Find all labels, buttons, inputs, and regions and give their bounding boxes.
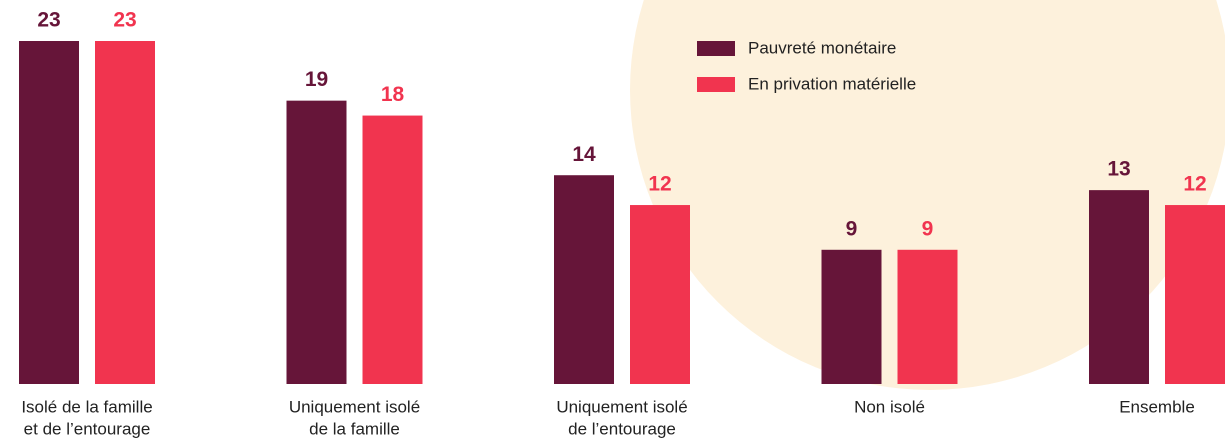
legend-label: Pauvreté monétaire <box>748 38 896 57</box>
value-label: 12 <box>648 173 671 196</box>
bar <box>821 249 882 384</box>
legend-swatch <box>697 77 735 92</box>
x-tick-label: de la famille <box>309 419 400 438</box>
x-tick-label: Uniquement isolé <box>289 397 420 416</box>
value-label: 23 <box>113 9 136 32</box>
value-label: 13 <box>1107 158 1130 181</box>
bar <box>286 100 347 385</box>
bar <box>554 175 614 384</box>
value-label: 9 <box>846 217 858 240</box>
x-tick-label: Isolé de la famille <box>21 397 152 416</box>
bar <box>630 205 690 384</box>
bar <box>362 115 423 384</box>
value-label: 23 <box>37 9 60 32</box>
legend-label: En privation matérielle <box>748 74 916 93</box>
bar <box>19 41 79 384</box>
legend-swatch <box>697 41 735 56</box>
x-tick-label: Uniquement isolé <box>556 397 687 416</box>
x-tick-label: et de l’entourage <box>24 419 151 438</box>
x-tick-label: de l’entourage <box>568 419 676 438</box>
bar <box>1089 190 1149 384</box>
value-label: 19 <box>305 68 328 91</box>
value-label: 14 <box>572 143 596 166</box>
value-label: 9 <box>922 217 934 240</box>
value-label: 18 <box>381 83 405 106</box>
bar <box>897 249 958 384</box>
bar <box>1165 205 1225 384</box>
x-tick-label: Non isolé <box>854 397 925 416</box>
bar <box>95 41 155 384</box>
background-circle <box>630 0 1225 390</box>
x-tick-label: Ensemble <box>1119 397 1195 416</box>
value-label: 12 <box>1183 173 1206 196</box>
